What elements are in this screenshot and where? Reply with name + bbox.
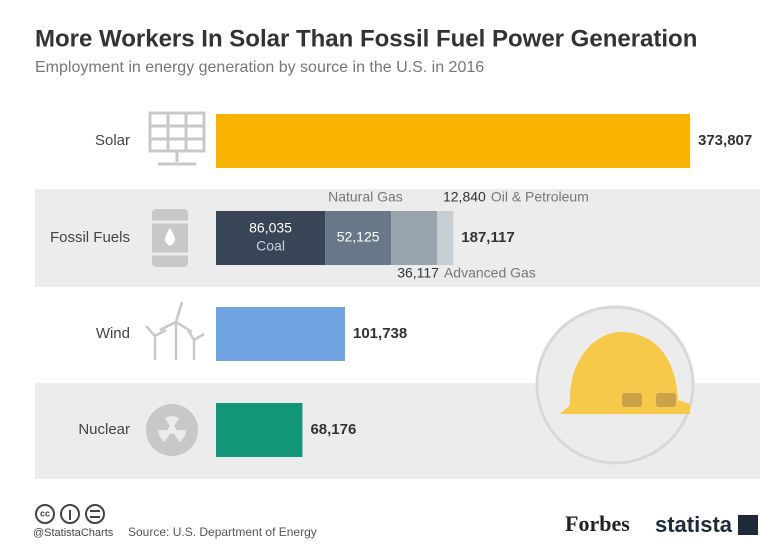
- segment-value-label: 36,117: [397, 265, 439, 281]
- segment-name-label: Oil & Petroleum: [491, 189, 589, 205]
- value-label: 373,807: [698, 132, 752, 149]
- bar-segment: [216, 211, 326, 265]
- segment-name-label: Advanced Gas: [444, 265, 536, 281]
- credit: @StatistaCharts: [33, 527, 114, 539]
- value-label: 68,176: [310, 421, 356, 438]
- hard-hat-illustration: [535, 305, 695, 465]
- category-label: Wind: [96, 325, 130, 342]
- bar-segment: [325, 211, 392, 265]
- segment-value-label: 86,035: [249, 220, 292, 236]
- statista-logo: statista: [655, 512, 733, 537]
- segment-value-label: 52,125: [337, 229, 380, 245]
- forbes-logo: Forbes: [565, 511, 630, 536]
- bar-segment: [391, 211, 437, 265]
- nuclear-icon: [146, 404, 198, 456]
- chart-subtitle: Employment in energy generation by sourc…: [35, 59, 484, 76]
- statista-logo-mark: [738, 515, 758, 535]
- segment-name-label: Coal: [256, 238, 285, 254]
- bar: [216, 403, 303, 457]
- value-label: 187,117: [461, 229, 514, 246]
- solar-icon: [148, 111, 206, 166]
- bar: [216, 307, 346, 361]
- license-icons: [35, 504, 105, 524]
- cc-icon-label: cc: [40, 508, 50, 518]
- category-label: Fossil Fuels: [50, 229, 130, 246]
- segment-value-label: 12,840: [443, 189, 486, 205]
- wind-icon: [145, 301, 205, 360]
- category-label: Nuclear: [78, 421, 130, 438]
- segment-name-label: Natural Gas: [328, 189, 403, 205]
- source: Source: U.S. Department of Energy: [128, 525, 317, 539]
- bar-segment: [436, 211, 454, 265]
- category-label: Solar: [95, 132, 130, 149]
- barrel-icon: [150, 209, 190, 267]
- chart-title: More Workers In Solar Than Fossil Fuel P…: [35, 25, 697, 52]
- value-label: 101,738: [353, 325, 407, 342]
- bar: [216, 114, 690, 168]
